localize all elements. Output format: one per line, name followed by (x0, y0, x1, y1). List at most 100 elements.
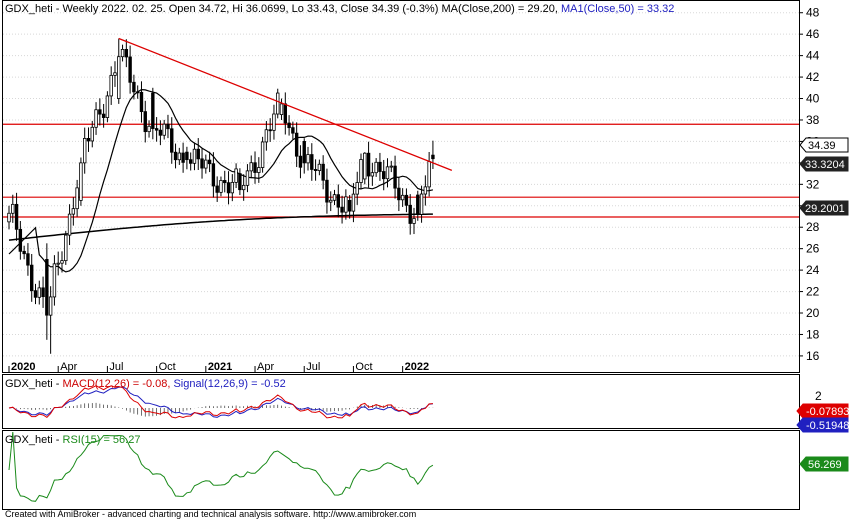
candle-body (204, 159, 208, 169)
candle-body (147, 125, 151, 133)
footer-credit: Created with AmiBroker - advanced charti… (5, 509, 416, 519)
candle-body (67, 213, 72, 236)
macd-badge-label: -0.07893 (806, 406, 849, 418)
candle-body (33, 290, 38, 298)
candle-body (359, 159, 363, 183)
candle-body (260, 141, 265, 168)
candle-body (393, 165, 397, 189)
candle-body (37, 287, 41, 298)
candle-body (355, 182, 359, 195)
trendline-line (118, 37, 453, 171)
x-tick-label: Apr (60, 361, 77, 373)
candle-body (397, 187, 401, 201)
y-tick-label: 24 (806, 263, 820, 277)
candle-body (45, 258, 49, 316)
candle-body (419, 193, 424, 215)
price-grid (3, 12, 799, 357)
candle-body (351, 193, 356, 212)
candle-body (241, 184, 246, 191)
candle-body (101, 113, 106, 118)
ma200-line (8, 213, 433, 241)
price-header: GDX_heti - Weekly 2022. 02. 25. Open 34.… (5, 3, 674, 15)
candle-body (192, 148, 197, 164)
candle-body (245, 170, 250, 186)
candle-body (124, 48, 129, 58)
candle-body (105, 95, 110, 118)
rsi-symbol: GDX_heti (5, 434, 53, 446)
y-tick-label: 32 (806, 177, 820, 191)
candle-body (321, 163, 325, 181)
candle-body (120, 48, 125, 58)
macd-line (8, 385, 433, 419)
candle-body (234, 168, 238, 183)
candle-body (86, 138, 91, 142)
macd-series (8, 385, 434, 419)
macd-badge: -0.07893 (796, 403, 849, 419)
candle-body (48, 296, 53, 316)
candle-body (30, 264, 34, 292)
x-tick-label: Jul (109, 361, 123, 373)
candle-body (128, 56, 132, 83)
candle-body (344, 196, 348, 213)
close-badge: 34.39 (799, 137, 849, 153)
candle-body (79, 162, 83, 201)
candle-body (185, 151, 189, 161)
candle-body (253, 162, 257, 173)
candle-body (64, 234, 68, 262)
candle-body (310, 154, 314, 170)
candle-body (226, 182, 231, 194)
candle-body (7, 212, 11, 223)
candle-body (317, 163, 322, 171)
y-tick-label: 44 (806, 49, 820, 63)
candle-body (60, 260, 64, 264)
support-resistance-lines (3, 123, 799, 218)
candle-body (219, 180, 223, 193)
signal-line (8, 386, 433, 418)
candle-body (272, 113, 276, 131)
candle-body (75, 187, 79, 210)
rsi-header: GDX_heti - RSI(15) = 56.27 (5, 434, 140, 446)
close-badge-label: 34.39 (808, 140, 836, 152)
x-tick-label: Oct (159, 361, 176, 373)
candle-body (196, 148, 200, 160)
candle-body (154, 128, 159, 131)
candlestick-series (7, 38, 435, 354)
y-tick-label: 40 (806, 92, 820, 106)
candle-body (11, 203, 15, 214)
candle-body (170, 128, 174, 153)
y-tick-label: 42 (806, 70, 820, 84)
x-tick-label: Apr (257, 361, 274, 373)
candle-body (215, 185, 219, 193)
y-tick-label: 46 (806, 27, 820, 41)
candle-body (340, 206, 344, 213)
rsi-badge-label: 56.269 (808, 459, 842, 471)
candle-body (158, 129, 163, 136)
candle-body (117, 56, 121, 99)
candle-body (427, 161, 431, 188)
candle-body (90, 126, 94, 142)
candle-body (98, 109, 102, 115)
candle-body (313, 169, 318, 171)
ma50-label: MA1(Close,50) = 33.32 (561, 3, 674, 15)
y-tick-label: 22 (806, 285, 820, 299)
x-tick-label: 2020 (11, 361, 35, 373)
candle-body (177, 152, 182, 161)
candle-body (336, 194, 340, 208)
candle-body (207, 159, 212, 165)
candle-body (181, 152, 185, 163)
price-axis: 1618202224262830323436384042444648 (799, 6, 820, 363)
x-tick-label: 2021 (208, 361, 232, 373)
candle-body (423, 186, 428, 195)
candle-body (135, 91, 140, 94)
macd-pane (2, 374, 800, 429)
candle-body (370, 172, 375, 177)
candle-body (26, 253, 30, 266)
candle-body (306, 154, 310, 164)
x-tick-label: 2022 (405, 361, 429, 373)
candle-body (230, 181, 235, 194)
trendline (118, 37, 453, 171)
candle-body (347, 200, 352, 212)
candle-body (302, 141, 306, 164)
candle-body (416, 194, 420, 215)
